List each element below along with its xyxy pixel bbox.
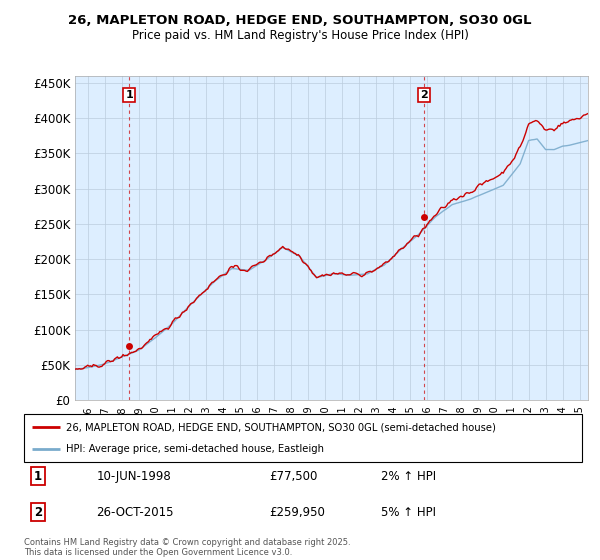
Text: 1: 1 xyxy=(34,470,42,483)
Text: 10-JUN-1998: 10-JUN-1998 xyxy=(97,470,171,483)
Text: 2: 2 xyxy=(420,90,428,100)
Text: 2% ↑ HPI: 2% ↑ HPI xyxy=(381,470,436,483)
Text: £77,500: £77,500 xyxy=(269,470,318,483)
Text: 5% ↑ HPI: 5% ↑ HPI xyxy=(381,506,436,519)
Text: Price paid vs. HM Land Registry's House Price Index (HPI): Price paid vs. HM Land Registry's House … xyxy=(131,29,469,42)
Text: HPI: Average price, semi-detached house, Eastleigh: HPI: Average price, semi-detached house,… xyxy=(66,444,324,454)
Text: 1: 1 xyxy=(125,90,133,100)
Text: 26, MAPLETON ROAD, HEDGE END, SOUTHAMPTON, SO30 0GL: 26, MAPLETON ROAD, HEDGE END, SOUTHAMPTO… xyxy=(68,14,532,27)
Text: Contains HM Land Registry data © Crown copyright and database right 2025.
This d: Contains HM Land Registry data © Crown c… xyxy=(24,538,350,557)
FancyBboxPatch shape xyxy=(24,414,582,462)
Text: 2: 2 xyxy=(34,506,42,519)
Text: 26-OCT-2015: 26-OCT-2015 xyxy=(97,506,174,519)
Text: 26, MAPLETON ROAD, HEDGE END, SOUTHAMPTON, SO30 0GL (semi-detached house): 26, MAPLETON ROAD, HEDGE END, SOUTHAMPTO… xyxy=(66,422,496,432)
Text: £259,950: £259,950 xyxy=(269,506,325,519)
